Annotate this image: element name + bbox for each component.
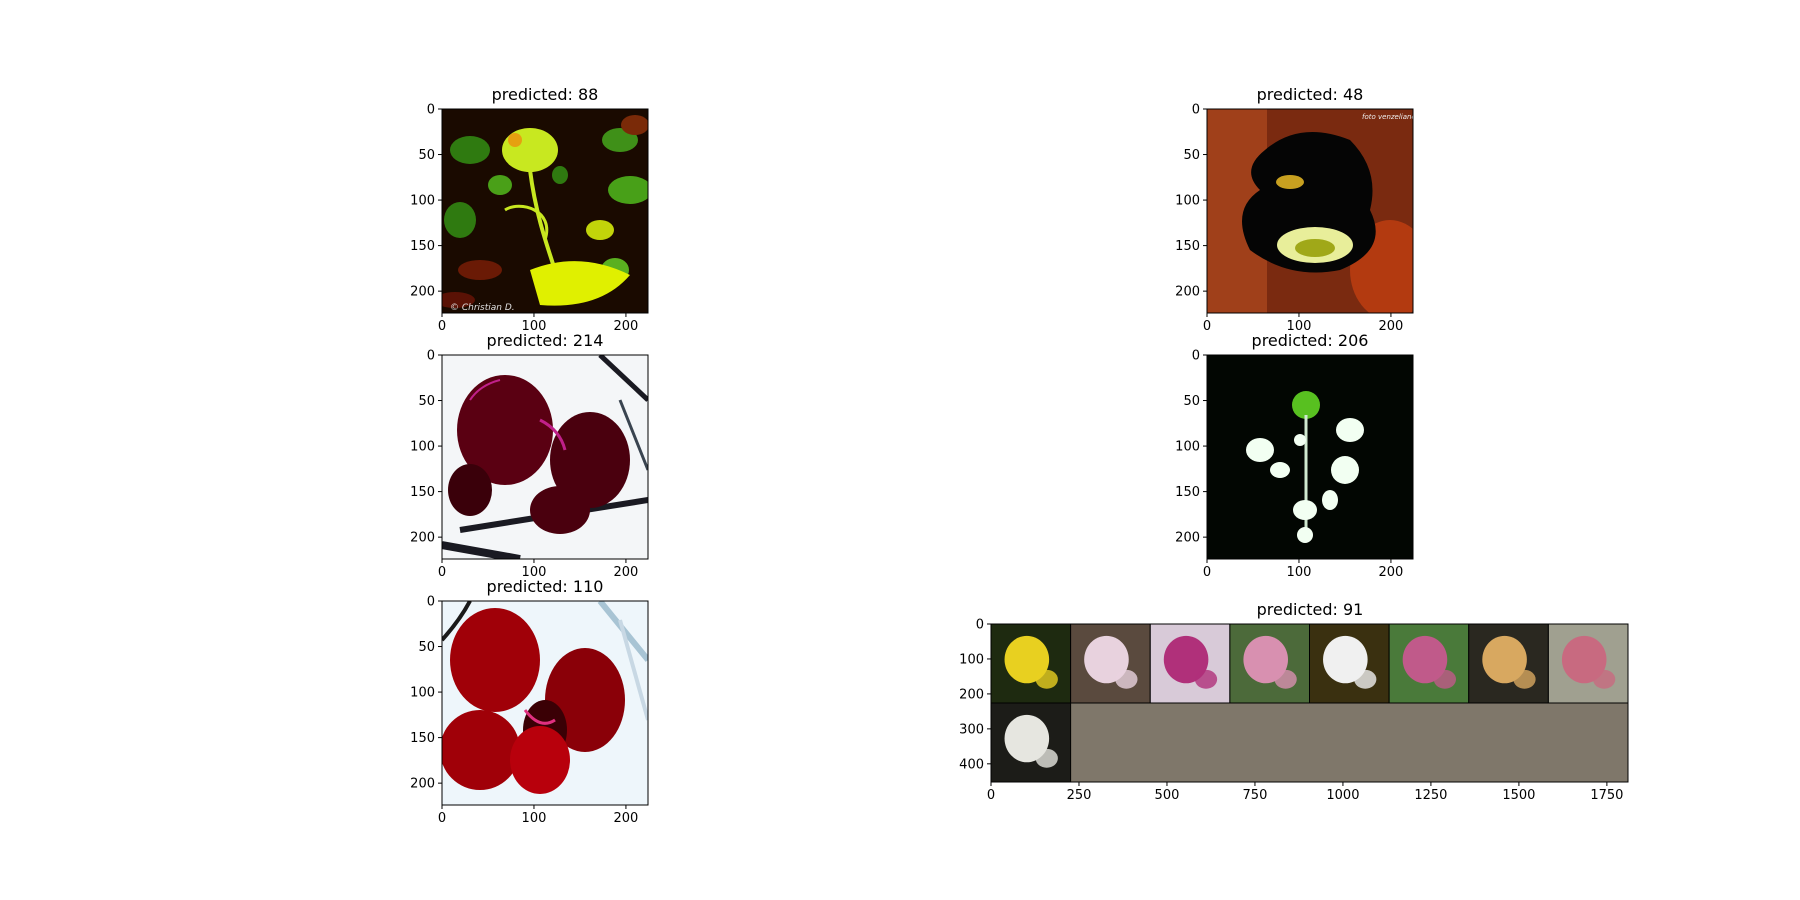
panel-title: predicted: 206 xyxy=(1252,331,1369,350)
panel-predicted-88: predicted: 88 © Christian D. xyxy=(441,85,649,314)
y-tick-label: 400 xyxy=(959,757,984,772)
x-tick-label: 100 xyxy=(522,565,547,580)
y-tick-label: 50 xyxy=(418,640,435,655)
grid-tile-pink-orchids-leaves xyxy=(1388,624,1470,704)
grid-tile-pale-pink-orchid xyxy=(1070,624,1151,704)
y-tick-label: 150 xyxy=(1175,485,1200,500)
y-tick-label: 150 xyxy=(410,485,435,500)
x-tick-label: 0 xyxy=(1203,319,1211,334)
x-tick-label: 200 xyxy=(614,319,639,334)
y-tick-label: 100 xyxy=(410,686,435,701)
x-tick-label: 0 xyxy=(1203,565,1211,580)
panel-title: predicted: 110 xyxy=(487,577,604,596)
y-tick-label: 100 xyxy=(410,440,435,455)
panel-image-grid xyxy=(991,624,1628,782)
x-tick-label: 1750 xyxy=(1590,788,1623,803)
x-tick-label: 250 xyxy=(1067,788,1092,803)
panel-image xyxy=(442,355,648,559)
y-tick-label: 0 xyxy=(427,103,435,118)
y-tick-label: 50 xyxy=(1183,148,1200,163)
y-tick-label: 200 xyxy=(1175,285,1200,300)
y-tick-label: 200 xyxy=(1175,531,1200,546)
x-tick-label: 200 xyxy=(614,565,639,580)
x-tick-label: 100 xyxy=(1287,565,1312,580)
y-tick-label: 200 xyxy=(410,531,435,546)
x-tick-label: 200 xyxy=(1379,565,1404,580)
y-tick-label: 100 xyxy=(959,652,984,667)
y-tick-label: 0 xyxy=(427,349,435,364)
panel-title: predicted: 88 xyxy=(492,85,599,104)
x-tick-label: 0 xyxy=(438,811,446,826)
y-tick-label: 150 xyxy=(410,239,435,254)
panel-title: predicted: 48 xyxy=(1257,85,1364,104)
x-tick-label: 750 xyxy=(1243,788,1268,803)
grid-tile-pink-orchids-green-leaves xyxy=(1229,624,1310,704)
x-tick-label: 100 xyxy=(522,811,547,826)
panel-predicted-48: predicted: 48 foto venzeliano xyxy=(1206,85,1416,314)
panel-title: predicted: 214 xyxy=(487,331,604,350)
x-tick-label: 0 xyxy=(987,788,995,803)
x-tick-label: 1000 xyxy=(1326,788,1359,803)
y-tick-label: 50 xyxy=(418,394,435,409)
panel-image: foto venzeliano xyxy=(1207,109,1416,313)
y-tick-label: 200 xyxy=(410,777,435,792)
axes-layer: 0 100 200 0 50 100 150 200 0 100 200 0 50 100 150 200 0 1… xyxy=(410,103,1623,827)
panel-predicted-110: predicted: 110 xyxy=(441,577,649,806)
grid-tile-tan-orchid xyxy=(1468,624,1549,704)
y-tick-label: 100 xyxy=(1175,440,1200,455)
grid-tile-white-spiky-orchid xyxy=(991,702,1072,782)
x-tick-label: 500 xyxy=(1155,788,1180,803)
y-tick-label: 100 xyxy=(1175,194,1200,209)
x-tick-label: 0 xyxy=(438,319,446,334)
x-tick-label: 0 xyxy=(438,565,446,580)
x-tick-label: 200 xyxy=(614,811,639,826)
y-tick-label: 0 xyxy=(427,595,435,610)
panel-predicted-91: predicted: 91 xyxy=(990,600,1629,783)
y-tick-label: 0 xyxy=(1192,103,1200,118)
x-tick-label: 100 xyxy=(522,319,547,334)
grid-tile-magenta-spotted-orchid xyxy=(1149,624,1231,704)
panel-predicted-214: predicted: 214 xyxy=(441,331,649,560)
grid-tile-white-orchid-dark-bg xyxy=(1309,624,1390,704)
y-tick-label: 0 xyxy=(976,618,984,633)
y-tick-label: 150 xyxy=(410,731,435,746)
x-tick-label: 1500 xyxy=(1502,788,1535,803)
grid-tile-yellow-orchid xyxy=(991,624,1072,704)
svg-text:foto venzeliano: foto venzeliano xyxy=(1362,113,1416,121)
x-tick-label: 200 xyxy=(1379,319,1404,334)
panel-image xyxy=(1207,355,1413,559)
grid-tile-pink-spike-orchid xyxy=(1547,624,1628,704)
svg-text:© Christian D.: © Christian D. xyxy=(450,303,515,313)
panel-predicted-206: predicted: 206 xyxy=(1206,331,1414,560)
y-tick-label: 150 xyxy=(1175,239,1200,254)
y-tick-label: 50 xyxy=(1183,394,1200,409)
panel-image xyxy=(442,601,648,805)
y-tick-label: 0 xyxy=(1192,349,1200,364)
panel-image: © Christian D. xyxy=(442,109,648,313)
y-tick-label: 100 xyxy=(410,194,435,209)
y-tick-label: 200 xyxy=(410,285,435,300)
y-tick-label: 50 xyxy=(418,148,435,163)
y-tick-label: 200 xyxy=(959,687,984,702)
x-tick-label: 100 xyxy=(1287,319,1312,334)
y-tick-label: 300 xyxy=(959,722,984,737)
panel-title: predicted: 91 xyxy=(1257,600,1364,619)
x-tick-label: 1250 xyxy=(1414,788,1447,803)
